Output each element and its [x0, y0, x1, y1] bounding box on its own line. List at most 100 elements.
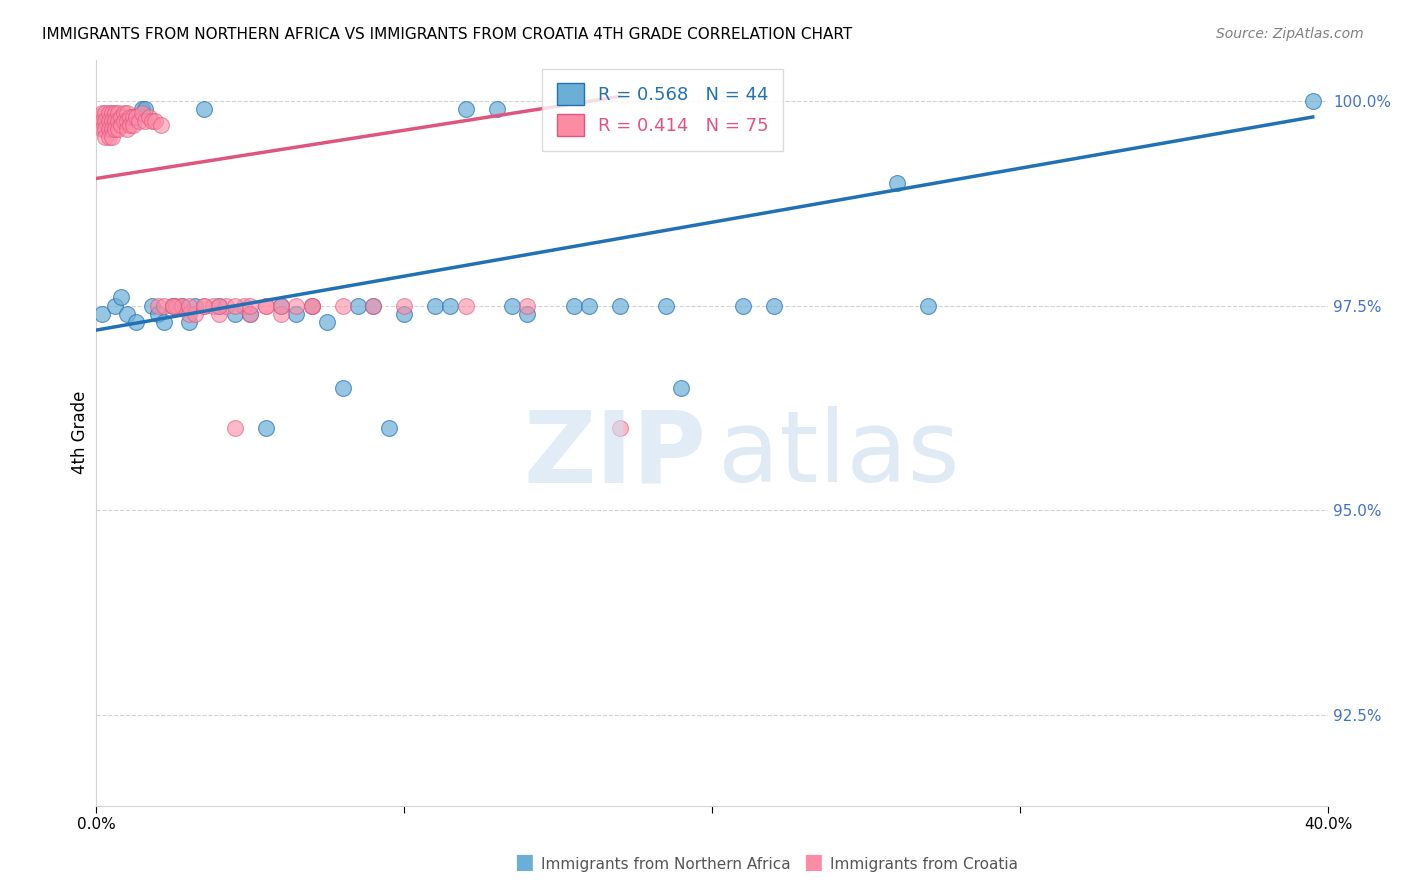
Point	[270, 299, 292, 313]
Point	[110, 110, 132, 124]
Point	[122, 118, 145, 132]
Point	[89, 118, 111, 132]
Point	[731, 299, 754, 313]
Point	[233, 299, 256, 313]
Point	[125, 110, 148, 124]
Point	[208, 299, 231, 313]
Point	[439, 299, 461, 313]
Point	[516, 307, 538, 321]
Point	[104, 299, 127, 313]
Point	[131, 106, 153, 120]
Point	[193, 299, 215, 313]
Point	[239, 307, 262, 321]
Point	[208, 307, 231, 321]
Point	[100, 106, 122, 120]
Point	[347, 299, 370, 313]
Point	[392, 299, 415, 313]
Point	[91, 106, 114, 120]
Point	[363, 299, 385, 313]
Point	[270, 307, 292, 321]
Point	[172, 299, 194, 313]
Point	[578, 299, 600, 313]
Point	[392, 307, 415, 321]
Point	[107, 106, 129, 120]
Point	[122, 110, 145, 124]
Point	[153, 315, 176, 329]
Point	[363, 299, 385, 313]
Point	[239, 307, 262, 321]
Point	[609, 421, 631, 435]
Point	[301, 299, 323, 313]
Point	[162, 299, 184, 313]
Text: Immigrants from Croatia: Immigrants from Croatia	[830, 857, 1018, 872]
Point	[97, 130, 120, 145]
Point	[100, 114, 122, 128]
Point	[115, 307, 138, 321]
Point	[107, 114, 129, 128]
Point	[214, 299, 236, 313]
Point	[285, 307, 308, 321]
Point	[254, 299, 277, 313]
Point	[91, 114, 114, 128]
Text: ■: ■	[515, 853, 534, 872]
Point	[162, 299, 184, 313]
Point	[454, 299, 477, 313]
Point	[115, 106, 138, 120]
Point	[224, 299, 246, 313]
Point	[285, 299, 308, 313]
Point	[128, 114, 150, 128]
Point	[91, 307, 114, 321]
Point	[146, 307, 169, 321]
Point	[655, 299, 678, 313]
Point	[177, 315, 200, 329]
Point	[134, 102, 156, 116]
Point	[239, 299, 262, 313]
Point	[97, 122, 120, 136]
Point	[501, 299, 523, 313]
Point	[138, 110, 160, 124]
Point	[485, 102, 508, 116]
Point	[104, 122, 127, 136]
Point	[224, 307, 246, 321]
Point	[208, 299, 231, 313]
Point	[301, 299, 323, 313]
Point	[107, 122, 129, 136]
Point	[141, 114, 163, 128]
Legend: R = 0.568   N = 44, R = 0.414   N = 75: R = 0.568 N = 44, R = 0.414 N = 75	[543, 69, 783, 151]
Point	[516, 299, 538, 313]
Point	[94, 114, 117, 128]
Point	[153, 299, 176, 313]
Point	[162, 299, 184, 313]
Point	[110, 290, 132, 304]
Y-axis label: 4th Grade: 4th Grade	[72, 391, 89, 475]
Text: Source: ZipAtlas.com: Source: ZipAtlas.com	[1216, 27, 1364, 41]
Text: IMMIGRANTS FROM NORTHERN AFRICA VS IMMIGRANTS FROM CROATIA 4TH GRADE CORRELATION: IMMIGRANTS FROM NORTHERN AFRICA VS IMMIG…	[42, 27, 852, 42]
Point	[172, 299, 194, 313]
Point	[193, 299, 215, 313]
Point	[120, 110, 142, 124]
Point	[917, 299, 939, 313]
Point	[202, 299, 225, 313]
Point	[1302, 94, 1324, 108]
Point	[254, 299, 277, 313]
Point	[254, 421, 277, 435]
Point	[332, 380, 354, 394]
Point	[146, 299, 169, 313]
Point	[193, 102, 215, 116]
Point	[89, 110, 111, 124]
Point	[177, 299, 200, 313]
Point	[97, 114, 120, 128]
Point	[224, 421, 246, 435]
Point	[94, 106, 117, 120]
Point	[112, 106, 135, 120]
Point	[120, 118, 142, 132]
Point	[184, 307, 207, 321]
Point	[104, 114, 127, 128]
Point	[177, 307, 200, 321]
Point	[762, 299, 785, 313]
Point	[94, 130, 117, 145]
Point	[100, 130, 122, 145]
Point	[423, 299, 446, 313]
Text: Immigrants from Northern Africa: Immigrants from Northern Africa	[541, 857, 792, 872]
Point	[125, 315, 148, 329]
